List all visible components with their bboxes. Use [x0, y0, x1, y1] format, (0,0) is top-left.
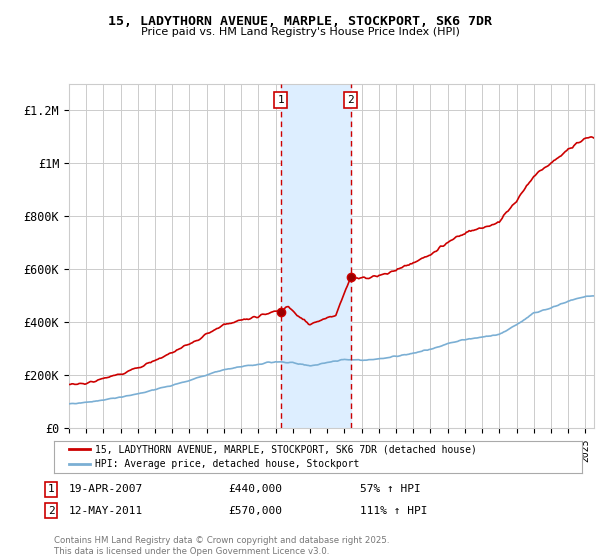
Text: 1: 1 — [277, 95, 284, 105]
Text: £440,000: £440,000 — [228, 484, 282, 494]
Text: 12-MAY-2011: 12-MAY-2011 — [69, 506, 143, 516]
Text: 15, LADYTHORN AVENUE, MARPLE, STOCKPORT, SK6 7DR: 15, LADYTHORN AVENUE, MARPLE, STOCKPORT,… — [108, 15, 492, 28]
Text: Price paid vs. HM Land Registry's House Price Index (HPI): Price paid vs. HM Land Registry's House … — [140, 27, 460, 38]
Legend: 15, LADYTHORN AVENUE, MARPLE, STOCKPORT, SK6 7DR (detached house), HPI: Average : 15, LADYTHORN AVENUE, MARPLE, STOCKPORT,… — [64, 440, 482, 474]
Text: £570,000: £570,000 — [228, 506, 282, 516]
Text: 2: 2 — [347, 95, 354, 105]
Text: 1: 1 — [47, 484, 55, 494]
Text: 57% ↑ HPI: 57% ↑ HPI — [360, 484, 421, 494]
Text: 2: 2 — [47, 506, 55, 516]
Text: 111% ↑ HPI: 111% ↑ HPI — [360, 506, 427, 516]
Text: Contains HM Land Registry data © Crown copyright and database right 2025.
This d: Contains HM Land Registry data © Crown c… — [54, 536, 389, 556]
Text: 19-APR-2007: 19-APR-2007 — [69, 484, 143, 494]
Bar — [281, 84, 351, 428]
